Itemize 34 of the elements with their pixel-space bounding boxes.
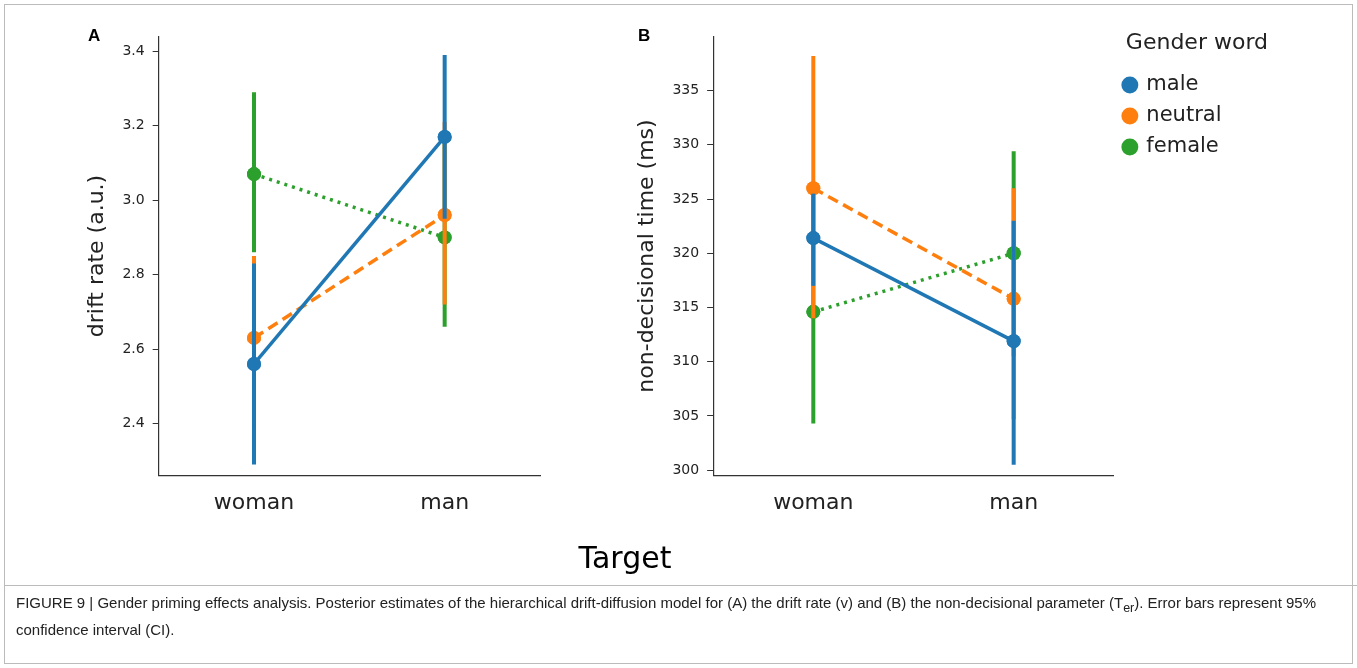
x-tick-label: woman <box>773 488 854 514</box>
y-axis-title: non-decisional time (ms) <box>632 119 658 393</box>
y-tick-label: 320 <box>672 243 700 260</box>
legend-label: neutral <box>1146 102 1222 127</box>
point <box>806 231 821 246</box>
point <box>247 167 261 182</box>
chart-title: A <box>88 26 101 46</box>
point <box>806 181 821 196</box>
x-tick-label: man <box>420 488 470 514</box>
x-tick-label: man <box>989 488 1039 514</box>
chart-title: B <box>638 26 651 46</box>
legend-label: female <box>1146 133 1219 158</box>
y-tick-label: 3.0 <box>122 190 145 207</box>
x-axis-title: Target <box>577 540 673 575</box>
y-tick-label: 2.4 <box>122 414 145 431</box>
point <box>437 129 452 144</box>
y-tick-label: 2.8 <box>122 265 145 282</box>
y-tick-label: 310 <box>672 352 700 369</box>
y-tick-label: 325 <box>672 189 700 206</box>
y-tick-label: 315 <box>672 298 700 315</box>
y-tick-label: 3.2 <box>122 116 145 133</box>
legend-title: Gender word <box>1125 28 1268 54</box>
y-tick-label: 3.4 <box>122 41 145 58</box>
y-tick-label: 330 <box>672 135 700 152</box>
point <box>1006 334 1021 349</box>
y-tick-label: 335 <box>672 81 700 98</box>
x-tick-label: woman <box>213 488 295 514</box>
y-tick-label: 300 <box>672 460 700 477</box>
y-tick-label: 2.6 <box>122 339 145 356</box>
y-tick-label: 305 <box>672 406 700 423</box>
y-axis-title: drift rate (a.u.) <box>82 174 108 338</box>
text: FIGURE 9 | Gender priming effects analysis. Posterior estimates of the hierarchical drift-diffusion model for (A) the drift rate (v) and (B) the non-decisional parameter (T$_{er}$). Error bars represent 95% confidence interval (CI). <box>16 594 1317 638</box>
point <box>247 356 261 371</box>
legend-label: male <box>1146 71 1199 96</box>
